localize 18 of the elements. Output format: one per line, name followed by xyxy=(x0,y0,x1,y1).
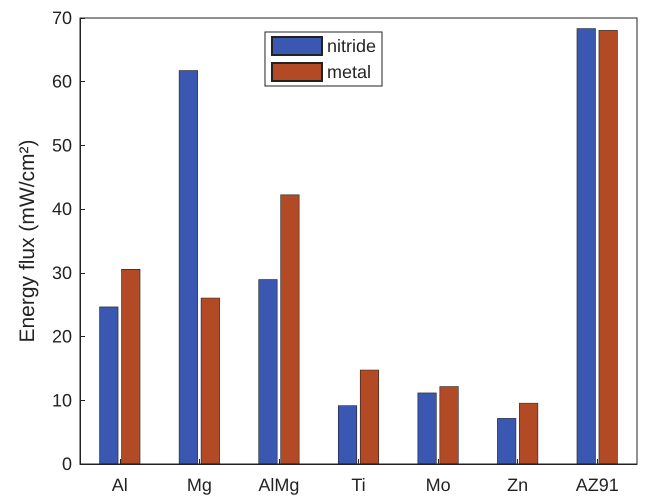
y-tick-label: 10 xyxy=(52,390,72,410)
x-tick-label: Mg xyxy=(186,475,212,495)
x-tick-label: Ti xyxy=(351,475,366,495)
y-tick-label: 40 xyxy=(52,199,72,220)
y-tick-label: 70 xyxy=(52,8,72,28)
legend-label: nitride xyxy=(326,36,376,56)
y-tick-label: 30 xyxy=(52,262,72,283)
y-tick-label: 0 xyxy=(62,454,72,474)
y-tick-label: 20 xyxy=(52,326,72,347)
x-tick-label: AlMg xyxy=(258,475,300,495)
x-tick-label: Mo xyxy=(426,475,451,495)
x-tick-label: AZ91 xyxy=(576,475,619,495)
legend-label: metal xyxy=(326,62,372,82)
x-tick-label: Zn xyxy=(507,475,528,495)
y-tick-label: 50 xyxy=(52,135,72,156)
y-tick-label: 60 xyxy=(52,72,72,92)
y-axis-title: Energy flux (mW/cm²) xyxy=(16,139,39,343)
x-tick-label: Al xyxy=(112,475,128,495)
